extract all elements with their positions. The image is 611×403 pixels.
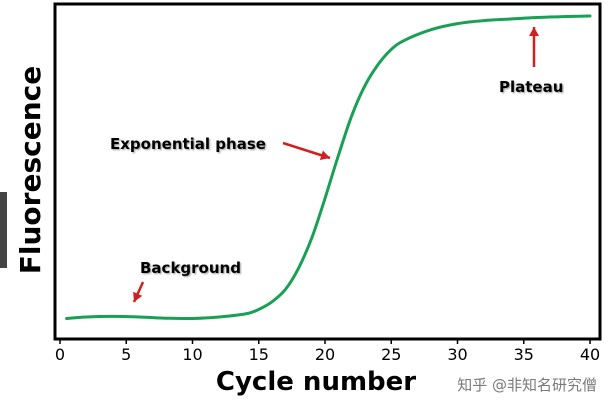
annotation-arrow-head (529, 27, 539, 36)
x-tick-label: 25 (381, 345, 401, 364)
x-tick-label: 30 (447, 345, 467, 364)
x-tick-label: 20 (315, 345, 335, 364)
annotation-arrow-head (319, 150, 330, 161)
annotation-background: Background (140, 259, 241, 277)
x-tick-label: 10 (182, 345, 202, 364)
amplification-curve (65, 14, 592, 321)
side-tab-marker (0, 192, 7, 268)
annotation-arrow-head (133, 291, 143, 302)
watermark: 知乎 @非知名研究僧 (457, 376, 597, 394)
y-axis-label: Fluorescence (14, 66, 47, 274)
annotation-exponential-phase: Exponential phase (110, 135, 266, 153)
plot-frame (53, 2, 602, 341)
x-tick-label: 0 (55, 345, 65, 364)
x-tick-label: 15 (249, 345, 269, 364)
x-tick-label: 35 (514, 345, 534, 364)
x-axis-label: Cycle number (216, 367, 416, 397)
x-tick-label: 40 (580, 345, 600, 364)
annotation-plateau: Plateau (499, 78, 563, 96)
x-tick-label: 5 (121, 345, 131, 364)
